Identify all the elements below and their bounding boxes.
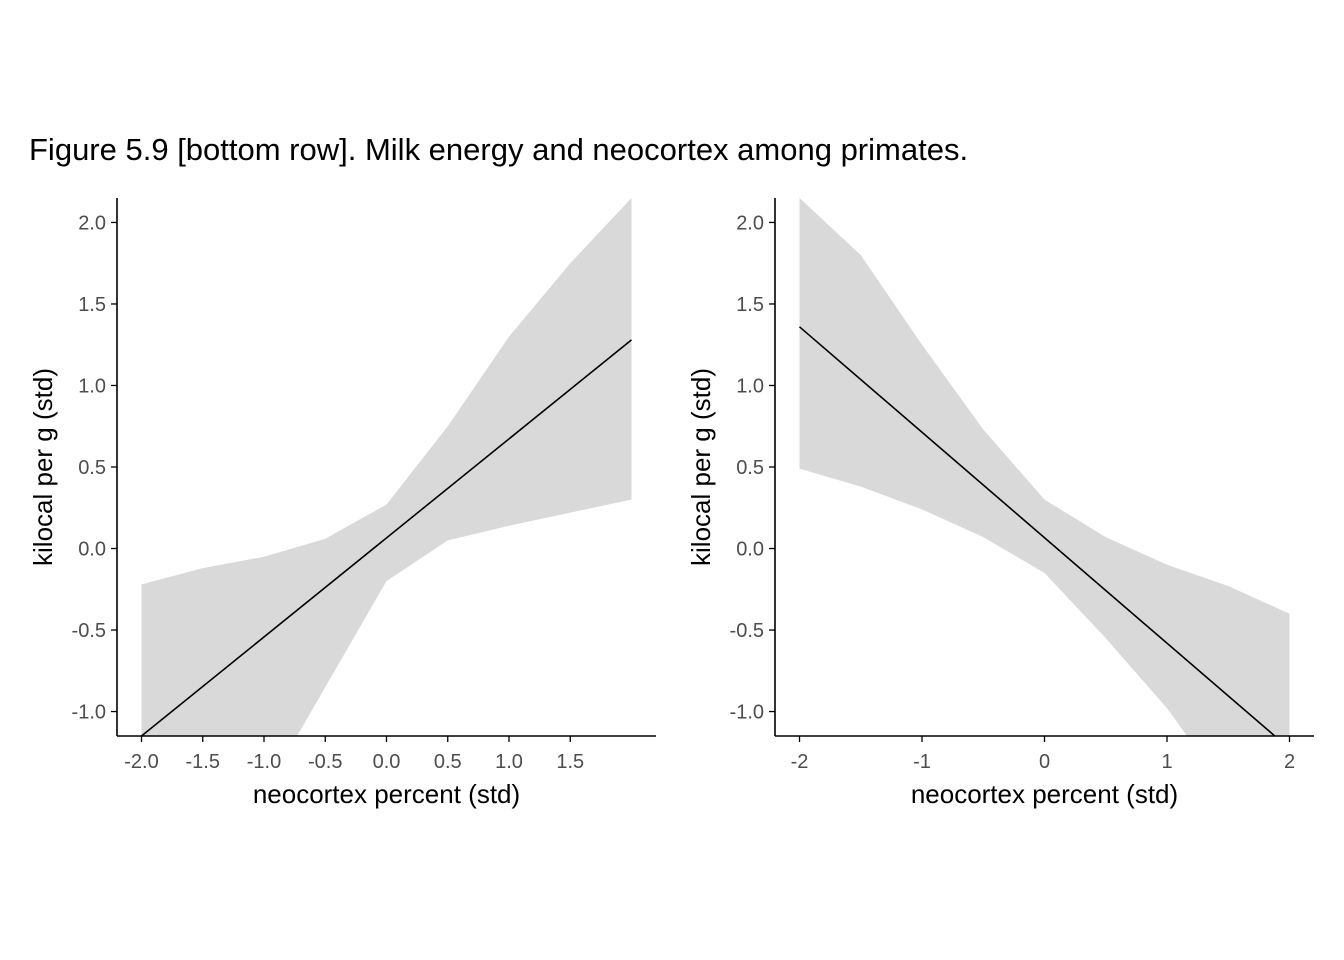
x-tick-label: 0.0 [373,751,401,773]
x-tick-label: 1.5 [556,751,584,773]
x-axis-title: neocortex percent (std) [253,779,520,809]
x-tick-label: -2.0 [124,751,158,773]
credible-interval-ribbon [141,198,632,736]
x-tick-label: 0.5 [434,751,462,773]
x-tick-label: 2 [1284,751,1295,773]
figure-title: Figure 5.9 [bottom row]. Milk energy and… [29,132,969,167]
x-tick-label: -1 [913,751,931,773]
left-panel: -1.0 -0.5 0.0 0.5 1.0 1.5 2.0 -2.0 -1.5 -1.0 -0.5 0… [28,198,656,809]
y-tick-label: 1.5 [78,294,106,316]
y-tick-label: -0.5 [72,620,106,642]
credible-interval-ribbon [799,198,1290,736]
x-tick-label: 1.0 [495,751,523,773]
y-tick-label: 2.0 [78,212,106,234]
y-axis-title: kilocal per g (std) [686,368,716,566]
y-tick-label: 0.0 [78,539,106,561]
y-tick-label: 0.5 [736,457,764,479]
x-axis-title: neocortex percent (std) [911,779,1178,809]
y-tick-label: -1.0 [730,702,764,724]
right-panel: -1.0 -0.5 0.0 0.5 1.0 1.5 2.0 -2 -1 0 1 2 neocortex … [686,198,1314,809]
regression-line [798,326,1276,736]
x-tick-label: -1.5 [186,751,220,773]
x-tick-label: 1 [1161,751,1172,773]
y-tick-label: 2.0 [736,212,764,234]
y-tick-label: 1.5 [736,294,764,316]
regression-line [140,339,633,736]
y-tick-label: 0.0 [736,539,764,561]
y-tick-label: -1.0 [72,702,106,724]
y-tick-label: 0.5 [78,457,106,479]
x-tick-label: -1.0 [247,751,281,773]
y-axis-title: kilocal per g (std) [28,368,58,566]
x-tick-label: -2 [791,751,809,773]
y-tick-label: -0.5 [730,620,764,642]
y-tick-label: 1.0 [78,375,106,397]
x-tick-label: 0 [1039,751,1050,773]
y-tick-label: 1.0 [736,375,764,397]
x-tick-label: -0.5 [308,751,342,773]
